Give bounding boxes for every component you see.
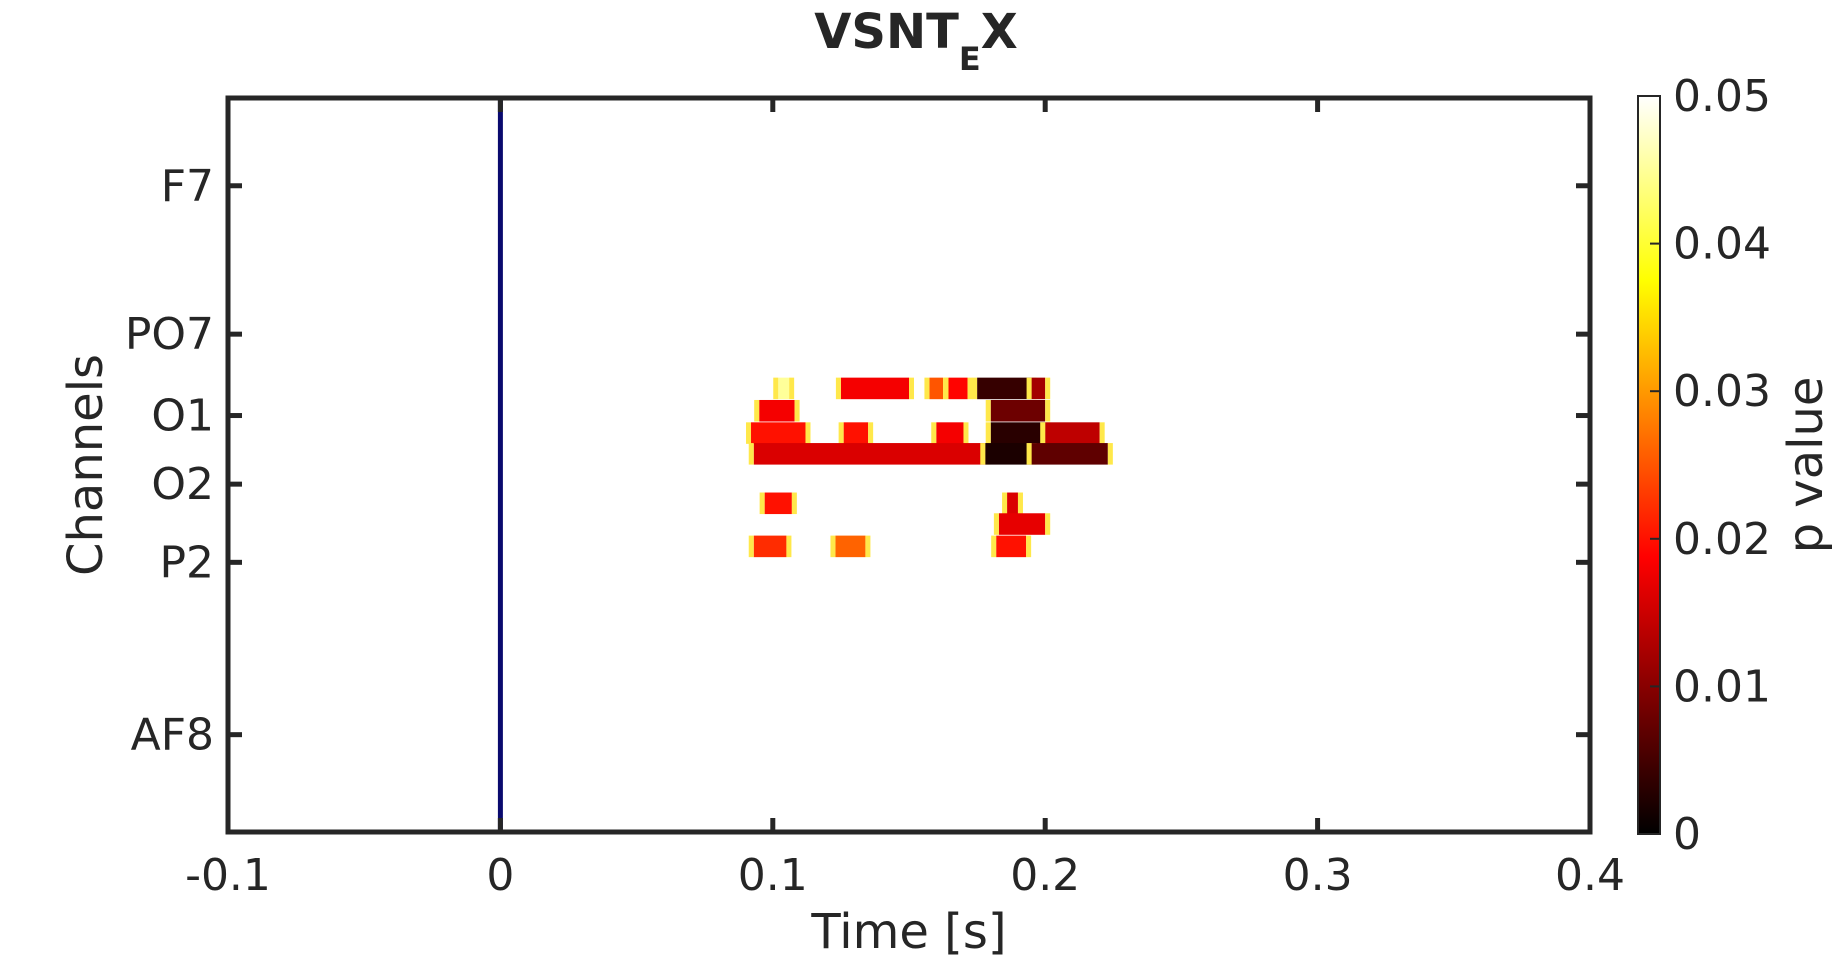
- heatmap-cell: [759, 399, 795, 422]
- heatmap-cell-edge: [1026, 377, 1032, 400]
- heatmap-cell: [1045, 422, 1100, 444]
- colorbar-tick-label: 0.02: [1673, 514, 1771, 565]
- y-tick-label: P2: [159, 537, 214, 588]
- heatmap-cell: [840, 377, 909, 400]
- colorbar-ticks: 0 0.01 0.02 0.03 0.04 0.05: [1650, 71, 1771, 860]
- heatmap-cell-edge: [748, 443, 754, 465]
- heatmap-cell-edge: [985, 422, 991, 444]
- heatmap-cell-edge: [830, 535, 836, 558]
- plot-frame: [225, 95, 1593, 835]
- heatmap-cell-edge: [972, 377, 978, 400]
- y-tick-label: F7: [161, 161, 214, 212]
- heatmap-cell-edge: [985, 399, 991, 422]
- heatmap-cell-edge: [1107, 443, 1113, 465]
- heatmap-cell-edge: [1026, 535, 1032, 558]
- chart-title-suffix: X: [981, 4, 1018, 60]
- heatmap-cell-edge: [746, 422, 752, 444]
- x-tick-label: 0: [486, 850, 514, 901]
- x-tick-label: 0.2: [1010, 850, 1080, 901]
- heatmap-cell-edge: [868, 422, 874, 444]
- y-tick-label: O1: [151, 391, 214, 442]
- heatmap-cell: [843, 422, 869, 444]
- x-tick-label: 0.3: [1283, 850, 1353, 901]
- x-tick-label: -0.1: [185, 850, 271, 901]
- x-tick-label: 0.4: [1555, 850, 1625, 901]
- heatmap-cell-edge: [838, 422, 844, 444]
- heatmap-cell-edge: [1099, 422, 1105, 444]
- chart-title-main: VSNT: [814, 4, 959, 60]
- heatmap-cell: [929, 377, 944, 400]
- colorbar-tick-label: 0.01: [1673, 661, 1771, 712]
- heatmap-cell: [948, 377, 968, 400]
- heatmap-cell-edge: [754, 399, 760, 422]
- heatmap-cell: [977, 377, 1032, 400]
- colorbar-tick-label: 0.04: [1673, 219, 1771, 270]
- heatmap-cell: [990, 422, 1046, 444]
- colorbar-label: p value: [1778, 377, 1834, 554]
- heatmap-cell-edge: [759, 492, 765, 515]
- heatmap-cell-edge: [931, 422, 937, 444]
- heatmap-cell-edge: [967, 377, 973, 400]
- heatmap-cells: [746, 377, 1113, 558]
- heatmap-cell: [753, 443, 986, 465]
- heatmap-cell-edge: [1040, 422, 1046, 444]
- heatmap-cell-edge: [794, 399, 800, 422]
- heatmap-cell: [751, 422, 806, 444]
- heatmap-cell: [764, 492, 792, 515]
- colorbar-tick-label: 0.03: [1673, 366, 1771, 417]
- y-tick-label: AF8: [131, 710, 214, 761]
- heatmap-cell: [1031, 443, 1108, 465]
- heatmap-cell-edge: [1002, 492, 1008, 515]
- heatmap-cell-edge: [963, 422, 969, 444]
- heatmap-cell-edge: [1026, 443, 1032, 465]
- chart-title-subscript: E: [959, 40, 981, 78]
- heatmap-cell-edge: [1017, 492, 1023, 515]
- heatmap-cell: [998, 513, 1046, 535]
- heatmap-cell: [936, 422, 964, 444]
- heatmap-cell-edge: [909, 377, 914, 400]
- heatmap-cell-edge: [805, 422, 811, 444]
- heatmap-cell-edge: [1045, 399, 1051, 422]
- chart-title: VSNTEX: [814, 4, 1018, 78]
- x-axis-label: Time [s]: [810, 904, 1006, 960]
- heatmap-cell-edge: [773, 377, 779, 400]
- heatmap-cell: [778, 377, 790, 400]
- heatmap-cell-edge: [980, 443, 986, 465]
- colorbar-tick-label: 0.05: [1673, 71, 1771, 122]
- heatmap-cell: [753, 535, 787, 558]
- heatmap-cell: [1031, 377, 1046, 400]
- y-axis-label: Channels: [58, 354, 114, 576]
- heatmap-cell: [990, 399, 1046, 422]
- heatmap-cell-edge: [791, 492, 797, 515]
- x-tick-labels: -0.1 0 0.1 0.2 0.3 0.4: [185, 850, 1625, 901]
- heatmap-cell: [835, 535, 866, 558]
- heatmap-cell-edge: [865, 535, 871, 558]
- heatmap-cell: [1007, 492, 1018, 515]
- heatmap-cell: [996, 535, 1027, 558]
- heatmap-cell-edge: [1045, 377, 1051, 400]
- colorbar-tick-label: 0: [1673, 809, 1701, 860]
- colorbar: [1637, 95, 1661, 835]
- plot-area: [228, 98, 1590, 832]
- heatmap-cell-edge: [991, 535, 997, 558]
- heatmap-cell: [985, 443, 1032, 465]
- heatmap-cell-edge: [789, 377, 795, 400]
- heatmap-cell-edge: [835, 377, 841, 400]
- y-tick-label: O2: [151, 459, 214, 510]
- heatmap-cell-edge: [943, 377, 949, 400]
- heatmap-cell-edge: [748, 535, 754, 558]
- heatmap-cell-edge: [1045, 513, 1051, 535]
- x-tick-label: 0.1: [738, 850, 808, 901]
- heatmap-cell-edge: [993, 513, 999, 535]
- y-tick-labels: F7 PO7 O1 O2 P2 AF8: [125, 161, 214, 761]
- y-tick-label: PO7: [125, 309, 214, 360]
- heatmap-cell-edge: [786, 535, 792, 558]
- heatmap-cell-edge: [924, 377, 930, 400]
